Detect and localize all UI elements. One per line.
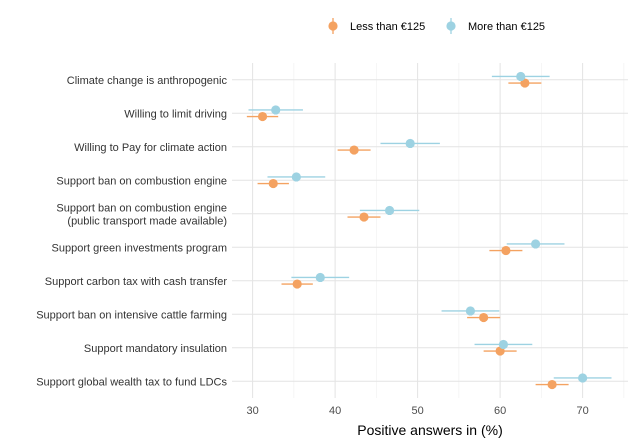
x-tick-labels: 30 40 50 60 70: [247, 405, 589, 417]
x-tick-label: 70: [577, 405, 589, 417]
data-point: [384, 205, 395, 216]
data-point: [268, 178, 278, 189]
category-label: Willing to Pay for climate action: [74, 142, 227, 154]
category-label: Support ban on combustion engine (public …: [56, 202, 227, 227]
x-tick-label: 40: [329, 405, 341, 417]
data-point: [501, 245, 511, 256]
legend-item-1: More than €125: [446, 18, 545, 34]
data-marks: [246, 71, 612, 390]
x-tick-label: 60: [494, 405, 506, 417]
category-label: Support ban on intensive cattle farming: [36, 309, 227, 321]
data-point: [498, 339, 509, 350]
data-point: [516, 71, 526, 82]
legend-label: Less than €125: [350, 21, 425, 33]
x-axis-title: Positive answers in (%): [357, 422, 503, 438]
data-point: [291, 172, 301, 182]
data-point: [315, 272, 325, 283]
data-point: [349, 145, 359, 155]
data-point: [531, 239, 541, 249]
legend: Less than €125 More than €125: [328, 18, 545, 34]
legend-key-point: [446, 21, 456, 31]
x-tick-label: 50: [412, 405, 424, 417]
series-0: [246, 78, 569, 390]
data-point: [257, 111, 268, 122]
data-point: [479, 312, 489, 323]
data-point: [520, 78, 530, 88]
category-labels: Climate change is anthropogenic Willing t…: [36, 75, 227, 389]
data-point: [578, 373, 588, 383]
legend-item-0: Less than €125: [328, 18, 425, 34]
data-point: [271, 105, 281, 115]
data-point: [405, 138, 415, 149]
series-1: [248, 71, 612, 383]
data-point: [292, 279, 302, 289]
data-point: [465, 306, 476, 316]
x-tick-label: 30: [247, 405, 259, 417]
data-point: [547, 379, 557, 390]
data-point: [359, 212, 369, 222]
category-label: Support carbon tax with cash transfer: [45, 276, 228, 288]
category-label: Willing to limit driving: [124, 108, 227, 120]
category-label: Support mandatory insulation: [84, 343, 227, 355]
legend-label: More than €125: [468, 21, 545, 33]
legend-key-point: [328, 21, 338, 31]
gridlines: [232, 63, 628, 398]
category-label: Support ban on combustion engine: [56, 175, 227, 187]
category-label: Support global wealth tax to fund LDCs: [36, 376, 227, 388]
category-label: Climate change is anthropogenic: [67, 75, 228, 87]
category-label: Support green investments program: [52, 242, 227, 254]
